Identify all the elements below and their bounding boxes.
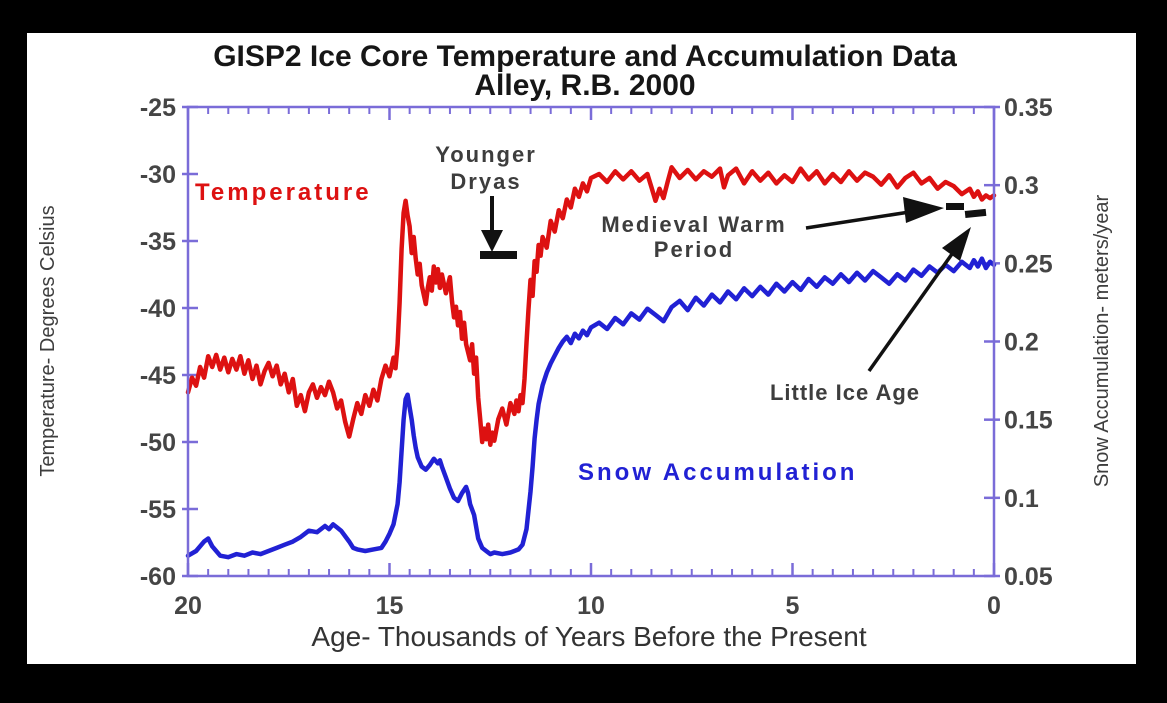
snow-accumulation-line <box>185 256 997 560</box>
x-axis-title: Age- Thousands of Years Before the Prese… <box>311 621 866 652</box>
temperature-line <box>185 165 997 447</box>
younger-dryas-label-line1: Younger <box>435 142 537 167</box>
y-left-tick-label: -45 <box>140 362 176 390</box>
little-ice-age-marker-dash <box>964 208 987 219</box>
chart-title: GISP2 Ice Core Temperature and Accumulat… <box>213 40 957 73</box>
little-ice-age-arrow-icon <box>867 252 954 373</box>
medieval-warm-label-line1: Medieval Warm <box>601 212 786 237</box>
little-ice-age-arrowhead-icon <box>942 227 971 261</box>
y-right-tick-label: 0.15 <box>1004 407 1053 435</box>
younger-dryas-arrowhead-icon <box>481 230 503 252</box>
y-left-axis-title: Temperature- Degrees Celsius <box>37 205 59 476</box>
y-right-tick-label: 0.2 <box>1004 329 1039 357</box>
data-series <box>185 165 997 560</box>
y-right-tick-label: 0.35 <box>1004 94 1053 122</box>
y-left-tick-label: -50 <box>140 429 176 457</box>
y-left-tick-label: -35 <box>140 228 176 256</box>
y-left-tick-label: -40 <box>140 295 176 323</box>
y-right-axis-title: Snow Accumulation- meters/year <box>1091 194 1113 487</box>
y-left-tick-label: -25 <box>140 94 176 122</box>
y-left-tick-label: -55 <box>140 496 176 524</box>
temperature-series-label: Temperature <box>195 179 372 206</box>
y-right-tick-label: 0.1 <box>1004 485 1039 513</box>
medieval-warm-marker-dash <box>946 203 964 210</box>
snow-accumulation-series-label: Snow Accumulation <box>578 459 857 486</box>
younger-dryas-interval-bar <box>480 251 517 259</box>
y-right-tick-label: 0.25 <box>1004 250 1053 278</box>
y-right-tick-label: 0.05 <box>1004 563 1053 591</box>
x-tick-label: 20 <box>174 592 202 620</box>
y-left-tick-label: -30 <box>140 161 176 189</box>
chart-panel <box>27 33 1136 664</box>
y-left-tick-label: -60 <box>140 563 176 591</box>
x-tick-label: 0 <box>987 592 1001 620</box>
x-tick-label: 10 <box>577 592 605 620</box>
chart-subtitle: Alley, R.B. 2000 <box>474 69 695 102</box>
medieval-warm-arrowhead-icon <box>903 197 944 223</box>
little-ice-age-label: Little Ice Age <box>770 380 920 405</box>
younger-dryas-label-line2: Dryas <box>450 169 521 194</box>
x-tick-label: 15 <box>376 592 404 620</box>
medieval-warm-arrow-icon <box>805 209 917 230</box>
axis-ticks: 20 15 10 5 0 -25 -30 -35 -40 -45 -50 -55 -60 0.35 0.3 0… <box>140 94 1053 620</box>
medieval-warm-label-line2: Period <box>654 237 734 262</box>
y-right-tick-label: 0.3 <box>1004 172 1039 200</box>
x-tick-label: 5 <box>786 592 800 620</box>
plot-frame <box>186 105 996 578</box>
